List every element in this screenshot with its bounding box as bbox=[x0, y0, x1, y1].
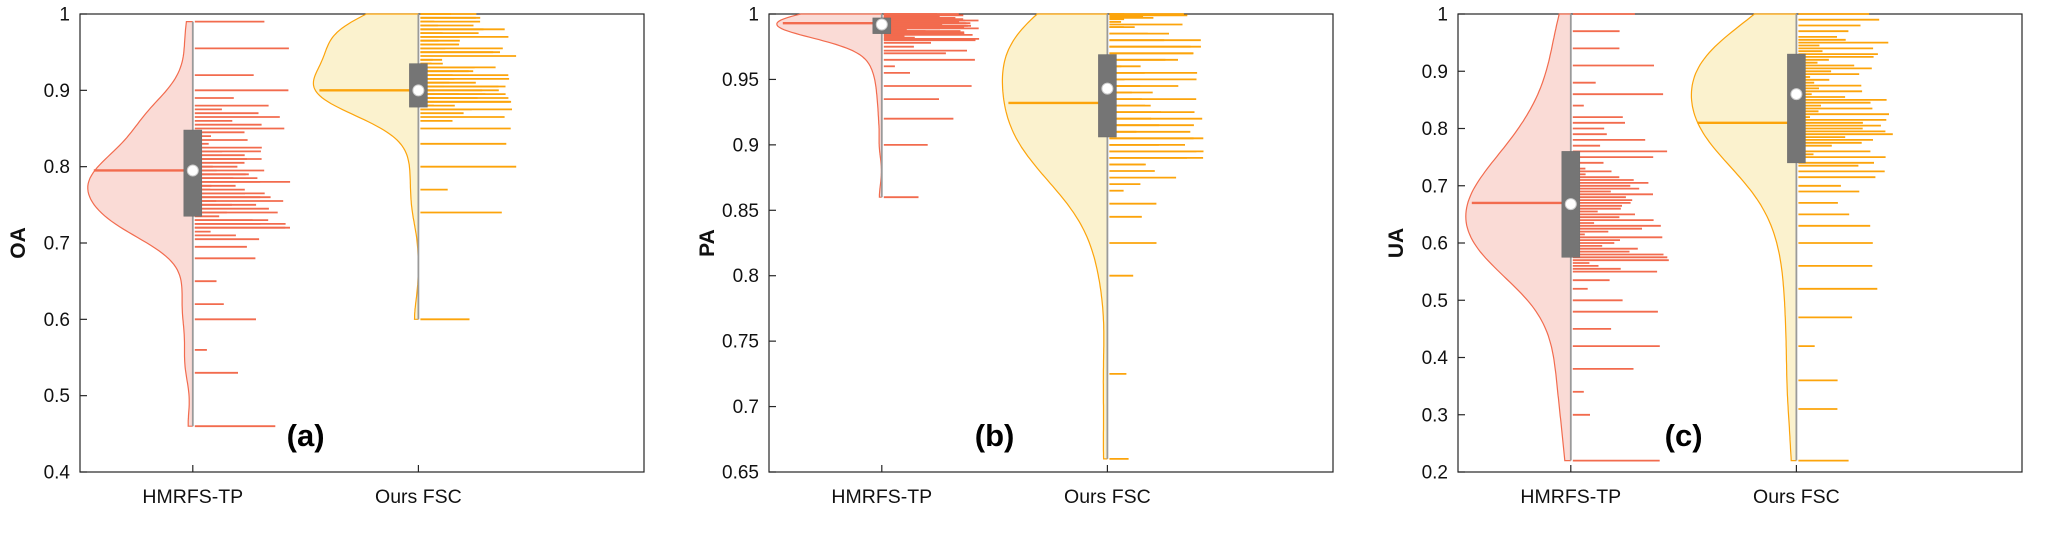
category-label: HMRFS-TP bbox=[142, 486, 243, 508]
y-tick-label: 0.9 bbox=[1422, 62, 1448, 83]
median-dot bbox=[186, 164, 199, 177]
y-tick-label: 0.65 bbox=[722, 463, 759, 484]
y-tick-label: 0.4 bbox=[1422, 348, 1449, 369]
y-tick-label: 0.8 bbox=[1422, 119, 1448, 140]
y-tick-label: 0.85 bbox=[722, 201, 759, 222]
y-axis-label: OA bbox=[7, 227, 30, 259]
y-tick-label: 1 bbox=[59, 5, 70, 26]
half-violin bbox=[1465, 13, 1571, 462]
category-label: Ours FSC bbox=[1753, 486, 1840, 508]
y-tick-label: 0.6 bbox=[44, 310, 70, 331]
y-tick-label: 0.8 bbox=[44, 157, 70, 178]
y-axis-label: PA bbox=[696, 229, 719, 257]
y-tick-label: 0.7 bbox=[44, 234, 70, 255]
panel-pa: 0.65 0.7 0.75 0.8 0.85 0.9 0.95 1 HMRFS-TP Ours F… bbox=[689, 0, 1378, 534]
iqr-box bbox=[1787, 53, 1806, 164]
median-dot bbox=[1790, 88, 1803, 101]
y-tick-label: 0.75 bbox=[722, 332, 759, 353]
category-label: Ours FSC bbox=[1064, 486, 1151, 508]
half-violin bbox=[1001, 13, 1108, 460]
y-tick-label: 0.95 bbox=[722, 70, 759, 91]
y-tick-label: 1 bbox=[1437, 5, 1448, 26]
y-tick-label: 0.5 bbox=[1422, 291, 1448, 312]
category-label: Ours FSC bbox=[375, 486, 462, 508]
median-dot bbox=[1564, 198, 1577, 211]
y-tick-label: 0.7 bbox=[1422, 176, 1448, 197]
panel-letter: (c) bbox=[1665, 418, 1703, 453]
y-axis-label: UA bbox=[1385, 228, 1408, 258]
category-label: HMRFS-TP bbox=[1520, 486, 1621, 508]
y-tick-label: 0.6 bbox=[1422, 234, 1448, 255]
half-violin bbox=[312, 13, 419, 320]
y-tick-label: 0.3 bbox=[1422, 405, 1448, 426]
y-tick-label: 0.4 bbox=[44, 463, 71, 484]
half-violin bbox=[87, 21, 193, 427]
median-dot bbox=[875, 18, 888, 31]
panel-letter: (b) bbox=[975, 418, 1015, 453]
median-dot bbox=[412, 84, 425, 97]
y-tick-label: 1 bbox=[748, 5, 759, 26]
panel-letter: (a) bbox=[287, 418, 325, 453]
y-tick-label: 0.8 bbox=[733, 266, 759, 287]
y-tick-label: 0.2 bbox=[1422, 463, 1448, 484]
y-tick-label: 0.9 bbox=[733, 135, 759, 156]
median-dot bbox=[1101, 82, 1114, 95]
panel-oa: 0.4 0.5 0.6 0.7 0.8 0.9 1 HMRFS-TP Ours FSC OA (a) bbox=[0, 0, 689, 534]
iqr-box bbox=[1098, 54, 1117, 138]
y-tick-label: 0.5 bbox=[44, 386, 70, 407]
panel-ua: 0.2 0.3 0.4 0.5 0.6 0.7 0.8 0.9 1 HMRFS-TP Ours FS… bbox=[1378, 0, 2067, 534]
y-tick-label: 0.7 bbox=[733, 397, 759, 418]
y-tick-label: 0.9 bbox=[44, 81, 70, 102]
half-violin bbox=[776, 13, 882, 198]
chart-svg: 0.2 0.3 0.4 0.5 0.6 0.7 0.8 0.9 1 HMRFS-TP Ours FS… bbox=[1385, 5, 2023, 508]
chart-svg: 0.65 0.7 0.75 0.8 0.85 0.9 0.95 1 HMRFS-TP Ours F… bbox=[696, 5, 1334, 508]
half-violin bbox=[1690, 13, 1797, 462]
chart-svg: 0.4 0.5 0.6 0.7 0.8 0.9 1 HMRFS-TP Ours FSC OA (a) bbox=[7, 5, 645, 508]
category-label: HMRFS-TP bbox=[831, 486, 932, 508]
